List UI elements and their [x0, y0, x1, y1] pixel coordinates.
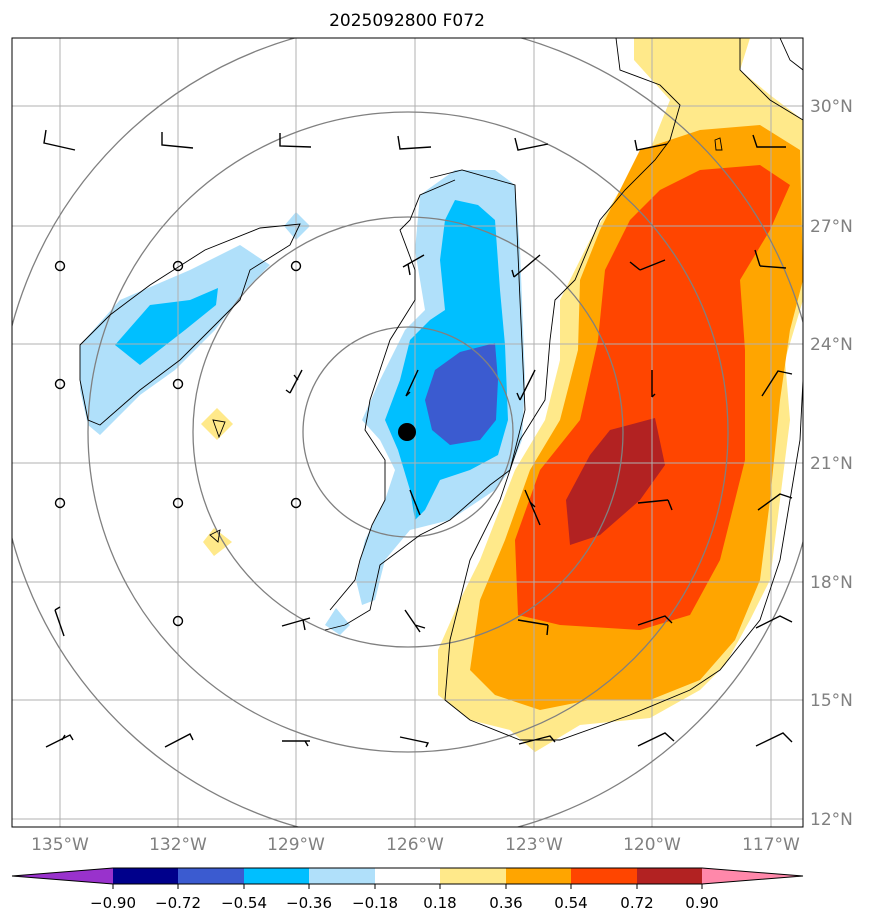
map-panel — [12, 38, 803, 827]
colorbar-segment — [637, 868, 702, 884]
colorbar-segment — [571, 868, 637, 884]
lon-label: 129°W — [267, 835, 325, 855]
wind-barb — [634, 139, 668, 151]
wind-barb — [285, 369, 303, 394]
plot-title: 2025092800 F072 — [329, 11, 485, 31]
wind-barb — [752, 134, 786, 148]
wind-barb — [524, 489, 541, 526]
calm-circle — [54, 260, 66, 272]
colorbar-tick-label: 0.54 — [554, 894, 587, 912]
wind-barb — [755, 615, 793, 629]
contour-lines — [79, 38, 803, 741]
lon-label: 123°W — [505, 835, 563, 855]
lon-label: 117°W — [742, 835, 800, 855]
lon-label: 120°W — [623, 835, 681, 855]
lat-label: 15°N — [810, 691, 853, 711]
range-ring-2 — [192, 216, 624, 648]
colorbar-tick-label: −0.36 — [286, 894, 332, 912]
wind-barb — [164, 733, 194, 748]
graticule — [12, 38, 803, 827]
calm-circle — [290, 260, 302, 272]
colorbar-segment — [244, 868, 309, 884]
colorbar-tick-label: 0.90 — [685, 894, 718, 912]
contour-fill-neg-0-54-to-neg-0-36-west — [115, 288, 218, 365]
wind-barb — [637, 732, 675, 747]
wind-barb — [518, 735, 556, 745]
wind-barb — [404, 609, 426, 633]
wind-barb — [761, 370, 793, 397]
range-ring-3 — [87, 111, 729, 753]
wind-barb — [45, 734, 74, 748]
colorbar-tick-label: −0.72 — [155, 894, 201, 912]
latitude-labels: 30°N 27°N 24°N 21°N 18°N 15°N 12°N — [810, 97, 853, 830]
wind-barb — [279, 133, 312, 148]
wind-barb — [281, 617, 311, 631]
lat-label: 18°N — [810, 573, 853, 593]
wind-barb — [514, 137, 549, 151]
wind-barb — [402, 254, 425, 276]
wind-barb — [755, 732, 793, 747]
colorbar-tick-label: 0.18 — [423, 894, 456, 912]
calm-circle — [54, 497, 66, 509]
calm-circle — [172, 260, 184, 272]
colorbar-segment — [178, 868, 244, 884]
colorbar: −0.90 −0.72 −0.54 −0.36 −0.18 0.18 0.36 … — [11, 867, 804, 912]
colorbar-segment — [309, 868, 375, 884]
map-frame — [11, 37, 804, 828]
wind-barb — [43, 129, 76, 151]
storm-center-marker — [398, 423, 416, 441]
contour-fill-neg-0-36-to-neg-0-18-west — [80, 245, 270, 435]
colorbar-tick-label: −0.90 — [90, 894, 136, 912]
wind-barb — [511, 254, 541, 278]
colorbar-tick-label: 0.72 — [620, 894, 653, 912]
calm-circle — [172, 378, 184, 390]
wind-barb — [54, 606, 65, 637]
colorbar-segment — [375, 868, 440, 884]
wind-barb — [629, 259, 666, 271]
wind-barb — [409, 489, 421, 516]
wind-barb — [399, 736, 430, 748]
range-ring-1 — [302, 326, 514, 538]
wind-barb — [637, 499, 673, 511]
colorbar-tick-label: −0.18 — [352, 894, 398, 912]
lat-label: 27°N — [810, 217, 853, 237]
wind-barb — [516, 369, 536, 401]
wind-barb — [651, 370, 656, 398]
colorbar-tick-label: 0.36 — [489, 894, 522, 912]
longitude-labels: 135°W 132°W 129°W 126°W 123°W 120°W 117°… — [31, 835, 800, 855]
calm-circle — [172, 497, 184, 509]
wind-barb — [754, 249, 787, 269]
contour-fill-0-72-to-0-90 — [566, 418, 665, 545]
lat-label: 24°N — [810, 335, 853, 355]
lat-label: 12°N — [810, 810, 853, 830]
colorbar-extend-high — [702, 868, 803, 884]
colorbar-tick-label: −0.54 — [221, 894, 267, 912]
contour-fill-neg-0-72-to-neg-0-54 — [425, 343, 498, 445]
colorbar-segment — [440, 868, 506, 884]
wind-barb — [405, 369, 419, 397]
calm-circle — [172, 615, 184, 627]
range-rings — [12, 38, 803, 827]
calm-circle — [290, 497, 302, 509]
colorbar-extend-low — [12, 868, 113, 884]
lon-label: 135°W — [31, 835, 89, 855]
lat-label: 21°N — [810, 454, 853, 474]
calm-circle — [54, 378, 66, 390]
lat-label: 30°N — [810, 97, 853, 117]
lon-label: 126°W — [386, 835, 444, 855]
wind-barb — [282, 740, 310, 747]
warm-anomaly-shading — [201, 38, 803, 752]
wind-barb — [161, 132, 194, 149]
wind-barb — [757, 493, 793, 511]
wind-barb — [517, 619, 549, 636]
colorbar-segment — [113, 868, 178, 884]
lon-label: 132°W — [149, 835, 207, 855]
colorbar-segment — [506, 868, 571, 884]
wind-barb — [637, 615, 673, 626]
small-yellow-blob-1 — [201, 408, 233, 440]
wind-barb — [397, 135, 432, 150]
wind-barbs — [43, 129, 793, 748]
